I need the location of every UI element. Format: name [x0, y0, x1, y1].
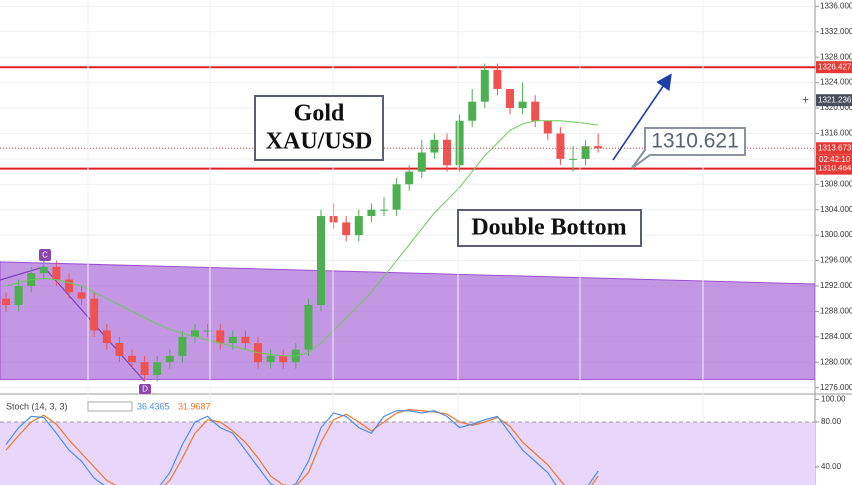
- callout-text: 1310.621: [651, 130, 739, 153]
- candle-body: [329, 216, 338, 223]
- candle-body: [2, 298, 10, 306]
- candle-body: [392, 184, 401, 210]
- y-tick-label: 80.00: [821, 417, 842, 426]
- price-label-bg: [816, 142, 852, 155]
- candle-body: [569, 158, 577, 160]
- candle-body: [455, 120, 464, 166]
- candle-body: [14, 285, 23, 306]
- arrow: [612, 73, 672, 161]
- candle-body: [430, 139, 439, 153]
- stoch-title: Stoch (14, 3, 3): [6, 401, 68, 411]
- candle-body: [203, 330, 212, 332]
- candle-body: [405, 171, 414, 185]
- y-tick-label: 1296.000: [820, 256, 852, 265]
- crosshair: +: [802, 92, 809, 106]
- candle-body: [367, 209, 376, 217]
- y-tick-label: 1300.000: [820, 230, 852, 239]
- y-tick-label: 1292.000: [820, 281, 852, 290]
- candle-body: [443, 139, 451, 166]
- current-price-label: 1313.673: [818, 143, 852, 152]
- candle-body: [354, 216, 363, 236]
- stoch-band: [0, 422, 815, 485]
- note-text: Double Bottom: [471, 215, 626, 241]
- candle-body: [493, 69, 502, 89]
- candle-body: [417, 152, 426, 172]
- y-tick-label: 1336.000: [820, 1, 852, 10]
- candle-body: [153, 362, 162, 375]
- candle-body: [241, 336, 250, 344]
- candle-body: [165, 355, 174, 363]
- candle-body: [90, 298, 99, 331]
- point-badge: [39, 249, 51, 261]
- y-tick-label: 1304.000: [820, 205, 852, 214]
- candle-body: [128, 355, 136, 363]
- y-tick-label: 1284.000: [820, 332, 852, 341]
- level-label: 1326.427: [818, 62, 852, 71]
- candle-body: [140, 362, 149, 375]
- y-tick-label: 1288.000: [820, 306, 852, 315]
- moving-average: [5, 120, 599, 357]
- candle-body: [543, 120, 552, 134]
- level-label-bg: [816, 162, 852, 175]
- stoch-d-value: 31.9687: [178, 401, 211, 411]
- candle-body: [216, 330, 225, 344]
- y-tick-label: 1276.000: [820, 383, 852, 392]
- note-box: [457, 209, 642, 247]
- point-label: D: [142, 385, 148, 394]
- candle-body: [556, 133, 565, 159]
- candle-body: [594, 146, 603, 149]
- point-label: C: [42, 251, 48, 260]
- y-tick-label: 1308.000: [820, 179, 852, 188]
- note-text: XAU/USD: [266, 129, 373, 155]
- countdown-bg: [816, 154, 852, 166]
- stoch-icons: [87, 401, 133, 412]
- candle-body: [115, 343, 124, 356]
- candle-body: [468, 101, 477, 121]
- level-label: 1310.464: [818, 164, 852, 173]
- price-axis: [815, 0, 852, 485]
- note-box: [254, 95, 384, 161]
- level-label-bg: [816, 61, 852, 74]
- candle-body: [506, 88, 514, 109]
- note-text: Gold: [294, 101, 345, 127]
- candle-body: [266, 355, 275, 363]
- candle-body: [228, 336, 237, 344]
- stoch-panel: [0, 409, 815, 485]
- callout: [631, 127, 746, 169]
- candle-body: [77, 292, 86, 299]
- candle-body: [52, 266, 61, 280]
- candle-body: [518, 101, 527, 109]
- main-panel: [0, 5, 815, 389]
- y-tick-label: 100.00: [821, 395, 846, 404]
- candle-body: [102, 330, 111, 344]
- y-tick-label: 1324.000: [820, 78, 852, 87]
- countdown: 02:42:10: [819, 155, 851, 164]
- stoch-k: [5, 410, 599, 485]
- candle-body: [304, 305, 313, 350]
- candle-body: [317, 216, 325, 306]
- candle-body: [279, 355, 288, 363]
- marker-label-bg: [816, 94, 852, 107]
- stoch-k-value: 36.4365: [137, 401, 170, 411]
- y-tick-label: 1332.000: [820, 27, 852, 36]
- y-tick-label: 1328.000: [820, 52, 852, 61]
- channel: [0, 261, 815, 380]
- candle-body: [191, 330, 199, 337]
- marker-label: 1321.236: [818, 95, 852, 104]
- candle-body: [531, 101, 540, 121]
- y-tick-label: 1280.000: [820, 357, 852, 366]
- point-badge: [139, 384, 151, 394]
- y-tick-label: 1316.000: [820, 129, 852, 138]
- candle-body: [342, 222, 351, 236]
- candle-body: [65, 279, 73, 293]
- candle-body: [380, 209, 388, 211]
- candle-body: [581, 146, 590, 159]
- y-tick-label: 40.00: [821, 462, 842, 471]
- y-tick-label: 1320.000: [820, 103, 852, 112]
- candle-body: [178, 336, 187, 356]
- candle-body: [480, 69, 489, 102]
- candle-body: [39, 266, 48, 274]
